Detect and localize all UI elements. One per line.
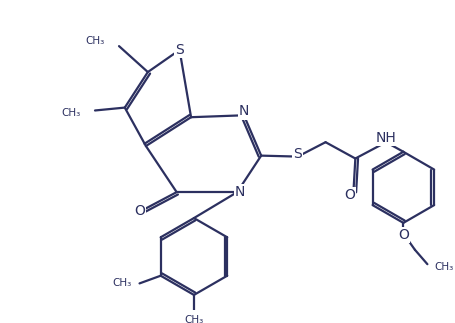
Text: S: S <box>175 43 184 57</box>
Text: O: O <box>344 188 355 202</box>
Text: CH₃: CH₃ <box>434 262 453 272</box>
Text: CH₃: CH₃ <box>112 278 132 288</box>
Text: O: O <box>134 204 145 218</box>
Text: NH: NH <box>376 131 396 145</box>
Text: S: S <box>293 147 302 161</box>
Text: O: O <box>398 228 409 242</box>
Text: N: N <box>235 185 245 199</box>
Text: CH₃: CH₃ <box>61 108 81 118</box>
Text: CH₃: CH₃ <box>86 36 105 46</box>
Text: N: N <box>239 104 249 119</box>
Text: CH₃: CH₃ <box>184 315 203 323</box>
